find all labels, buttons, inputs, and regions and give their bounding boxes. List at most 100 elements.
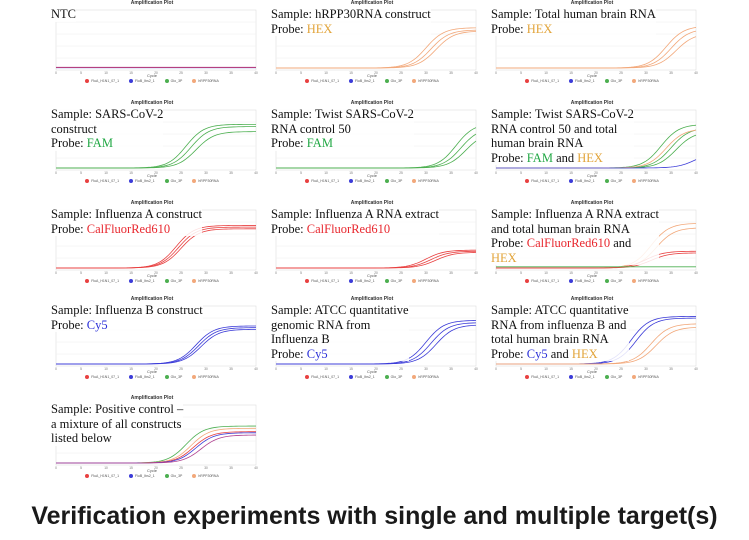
x-tick-label: 30 bbox=[424, 171, 428, 175]
amplification-curve bbox=[276, 324, 477, 365]
legend-dot-icon bbox=[632, 79, 637, 84]
legend: FluA_H1N1_07_1 FluB_Ibs2_1 Glo_3P hRPP30RNA bbox=[482, 79, 702, 84]
legend-entry: Glo_3P bbox=[384, 79, 402, 84]
legend-entry: hRPP30RNA bbox=[632, 179, 659, 184]
x-tick-label: 15 bbox=[129, 171, 133, 175]
x-tick-label: 35 bbox=[449, 171, 453, 175]
legend-entry: FluB_Ibs2_1 bbox=[569, 79, 595, 84]
legend-entry: FluB_Ibs2_1 bbox=[349, 79, 375, 84]
legend-label: FluA_H1N1_07_1 bbox=[311, 375, 340, 379]
x-tick-label: 40 bbox=[694, 71, 698, 75]
caption-line: RNA from influenza B and bbox=[491, 318, 629, 333]
x-tick-label: 5 bbox=[80, 466, 82, 470]
caption-text: Probe: bbox=[271, 221, 307, 236]
caption-text: Probe: bbox=[491, 236, 527, 250]
x-axis-label: Cycle bbox=[146, 468, 157, 473]
x-tick-label: 10 bbox=[324, 367, 328, 371]
legend-label: FluB_Ibs2_1 bbox=[575, 79, 595, 83]
legend-label: hRPP30RNA bbox=[638, 279, 659, 283]
caption-line: Influenza B bbox=[271, 332, 409, 347]
x-tick-label: 5 bbox=[300, 171, 302, 175]
legend: FluA_H1N1_07_1 FluB_Ibs2_1 Glo_3P hRPP30RNA bbox=[262, 179, 482, 184]
legend-label: FluB_Ibs2_1 bbox=[355, 279, 375, 283]
legend-entry: FluA_H1N1_07_1 bbox=[525, 179, 560, 184]
x-tick-label: 5 bbox=[80, 271, 82, 275]
x-tick-label: 20 bbox=[594, 171, 598, 175]
x-tick-label: 5 bbox=[520, 271, 522, 275]
legend-label: Glo_3P bbox=[390, 279, 403, 283]
legend-label: FluA_H1N1_07_1 bbox=[91, 79, 120, 83]
legend-entry: FluB_Ibs2_1 bbox=[569, 375, 595, 380]
x-tick-label: 5 bbox=[300, 367, 302, 371]
legend-label: FluA_H1N1_07_1 bbox=[531, 179, 560, 183]
caption-line: Sample: Influenza A construct bbox=[51, 207, 202, 222]
legend-dot-icon bbox=[604, 79, 609, 84]
caption-line: Probe: HEX bbox=[271, 22, 431, 37]
x-tick-label: 10 bbox=[104, 271, 108, 275]
x-tick-label: 15 bbox=[129, 367, 133, 371]
x-tick-label: 40 bbox=[474, 171, 478, 175]
caption-line: NTC bbox=[51, 7, 76, 22]
caption-text: total human brain RNA bbox=[491, 332, 609, 346]
caption-text: Probe: bbox=[51, 221, 87, 236]
legend-entry: FluB_Ibs2_1 bbox=[569, 179, 595, 184]
legend-entry: Glo_3P bbox=[604, 375, 622, 380]
x-tick-label: 25 bbox=[399, 271, 403, 275]
x-tick-label: 30 bbox=[424, 367, 428, 371]
legend-entry: hRPP30RNA bbox=[192, 279, 219, 284]
amplification-plot-7: Amplification Plot 0 5 10 15 20 25 30 35 40 Sample… bbox=[42, 200, 262, 292]
x-tick-label: 10 bbox=[104, 71, 108, 75]
x-tick-label: 40 bbox=[474, 367, 478, 371]
plot-title: Amplification Plot bbox=[570, 100, 614, 106]
caption-line: Sample: Influenza A RNA extract bbox=[491, 207, 659, 222]
sample-caption: Sample: SARS-CoV-2 construct Probe: FAM bbox=[51, 107, 164, 151]
caption-text: RNA control 50 bbox=[271, 121, 351, 136]
caption-line: human brain RNA bbox=[491, 136, 634, 151]
probe-name: FAM bbox=[306, 136, 333, 150]
amplification-curve bbox=[56, 131, 257, 169]
caption-text: human brain RNA bbox=[491, 136, 584, 150]
legend-dot-icon bbox=[525, 375, 530, 380]
legend-dot-icon bbox=[349, 79, 354, 84]
legend: FluA_H1N1_07_1 FluB_Ibs2_1 Glo_3P hRPP30RNA bbox=[42, 375, 262, 380]
x-tick-label: 10 bbox=[544, 171, 548, 175]
legend-label: FluB_Ibs2_1 bbox=[355, 79, 375, 83]
caption-line: Sample: ATCC quantitative bbox=[491, 303, 629, 318]
x-tick-label: 10 bbox=[104, 171, 108, 175]
x-tick-label: 0 bbox=[55, 367, 57, 371]
x-tick-label: 35 bbox=[229, 171, 233, 175]
legend-dot-icon bbox=[525, 179, 530, 184]
x-tick-label: 20 bbox=[374, 271, 378, 275]
legend: FluA_H1N1_07_1 FluB_Ibs2_1 Glo_3P hRPP30RNA bbox=[42, 179, 262, 184]
x-tick-label: 15 bbox=[129, 271, 133, 275]
probe-name: HEX bbox=[577, 150, 603, 165]
legend-dot-icon bbox=[164, 375, 169, 380]
legend-label: FluA_H1N1_07_1 bbox=[91, 279, 120, 283]
caption-text: a mixture of all constructs bbox=[51, 416, 182, 431]
caption-text: RNA control 50 and total bbox=[491, 121, 618, 136]
legend-dot-icon bbox=[525, 79, 530, 84]
legend-dot-icon bbox=[164, 79, 169, 84]
amplification-curve bbox=[56, 328, 257, 365]
amplification-plot-8: Amplification Plot 0 5 10 15 20 25 30 35 40 Sample… bbox=[262, 200, 482, 292]
legend-label: Glo_3P bbox=[610, 179, 623, 183]
x-tick-label: 35 bbox=[669, 171, 673, 175]
x-tick-label: 30 bbox=[424, 71, 428, 75]
legend-label: hRPP30RNA bbox=[418, 375, 439, 379]
legend-label: Glo_3P bbox=[170, 79, 183, 83]
caption-text: RNA from influenza B and bbox=[491, 317, 627, 332]
x-axis-label: Cycle bbox=[366, 369, 377, 374]
x-tick-label: 0 bbox=[275, 71, 277, 75]
plot-title: Amplification Plot bbox=[130, 395, 174, 401]
caption-line: Probe: Cy5 bbox=[51, 318, 203, 333]
x-tick-label: 25 bbox=[179, 171, 183, 175]
x-tick-label: 0 bbox=[55, 271, 57, 275]
legend-dot-icon bbox=[164, 279, 169, 284]
caption-line: and total human brain RNA bbox=[491, 222, 659, 237]
caption-text: and total human brain RNA bbox=[491, 221, 630, 236]
caption-text: Probe: bbox=[271, 21, 307, 36]
x-tick-label: 10 bbox=[324, 71, 328, 75]
x-tick-label: 20 bbox=[594, 71, 598, 75]
x-tick-label: 20 bbox=[594, 271, 598, 275]
caption-line: Sample: Influenza A RNA extract bbox=[271, 207, 439, 222]
